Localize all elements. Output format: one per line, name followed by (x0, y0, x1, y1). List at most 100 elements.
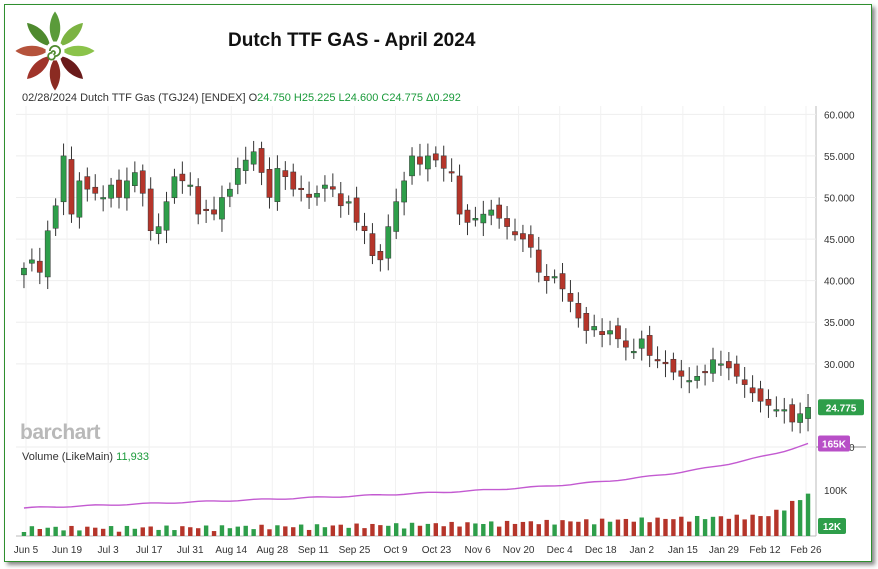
candle-body (543, 275, 550, 281)
volume-bar (346, 527, 351, 536)
x-tick-label: Jan 15 (668, 545, 698, 556)
volume-bar (298, 524, 304, 536)
quote-open: 24.750 (257, 92, 291, 104)
candle-body (527, 234, 534, 248)
volume-bar (592, 524, 597, 536)
volume-bar (504, 520, 510, 536)
candle-body (187, 184, 194, 187)
volume-bar (417, 525, 423, 536)
x-tick-label: Dec 4 (547, 545, 574, 556)
candle-body (504, 218, 510, 227)
candle-body (227, 188, 233, 197)
volume-bar (291, 527, 296, 536)
volume-panel-label: Volume (LikeMain) 11,933 (22, 451, 149, 463)
candle-body (496, 204, 503, 219)
candle-body (242, 159, 249, 171)
quote-change: Δ0.292 (426, 92, 461, 104)
candle-body (163, 201, 170, 231)
candle-body (670, 358, 677, 373)
candle-body (599, 331, 605, 335)
y-tick-label: 55.000 (824, 152, 855, 163)
candle-body (234, 168, 241, 185)
volume-bar (449, 521, 454, 536)
candle-body (68, 159, 75, 215)
x-tick-label: Jul 31 (177, 545, 204, 556)
x-tick-label: Sep 25 (339, 545, 371, 556)
volume-bar (69, 525, 74, 536)
volume-bar (425, 523, 431, 536)
candle-body (219, 197, 225, 220)
candle-body (60, 155, 67, 203)
volume-bar (180, 526, 185, 536)
candle-body (773, 409, 780, 412)
x-tick-label: Dec 18 (585, 545, 617, 556)
x-tick-label: Nov 6 (465, 545, 492, 556)
candle-body (638, 338, 645, 349)
volume-bar (409, 522, 415, 536)
candle-body (710, 359, 716, 374)
candle-body (369, 233, 376, 256)
volume-bar (512, 523, 518, 536)
x-tick-label: Feb 26 (790, 545, 822, 556)
volume-badge-label: 12K (823, 522, 842, 533)
candle-body (306, 193, 312, 198)
volume-bar (536, 524, 541, 536)
volume-bar (45, 527, 50, 536)
volume-bar (196, 528, 201, 536)
candle-body (76, 180, 83, 218)
candle-body (329, 186, 336, 190)
volume-bar (758, 516, 763, 536)
candle-body (100, 197, 107, 200)
quote-low: L24.600 (338, 92, 379, 104)
candle-body (393, 201, 400, 232)
candle-body (575, 303, 582, 319)
candle-body (361, 225, 368, 232)
volume-bar (164, 525, 169, 536)
candle-body (337, 193, 344, 207)
candle-body (551, 276, 558, 279)
x-tick-label: Feb 12 (749, 545, 781, 556)
candle-body (678, 370, 685, 377)
candle-body (797, 413, 803, 423)
candle-body (472, 218, 479, 221)
quote-high: H25.225 (293, 92, 336, 104)
volume-bar (235, 526, 240, 536)
volume-bar (85, 526, 90, 536)
x-tick-label: Nov 20 (503, 545, 535, 556)
volume-bar (465, 522, 470, 536)
volume-bar (639, 517, 644, 536)
volume-bar (710, 516, 716, 536)
volume-bar (93, 527, 98, 536)
volume-bar (211, 531, 217, 536)
volume-bar (362, 528, 367, 536)
volume-bar (37, 529, 42, 536)
volume-bar (584, 519, 589, 536)
volume-bar (560, 520, 565, 536)
candle-body (298, 187, 305, 190)
candle-body (615, 325, 621, 340)
candle-body (385, 226, 392, 259)
open-interest-line (23, 442, 809, 509)
candle-body (314, 193, 320, 198)
volume-bar (441, 526, 446, 536)
candle-body (425, 155, 431, 170)
candle-body (432, 153, 439, 161)
x-tick-label: Jun 19 (52, 545, 82, 556)
candle-body (725, 361, 732, 369)
candle-body (789, 404, 796, 423)
volume-bar (322, 527, 328, 536)
candle-body (456, 175, 463, 215)
candle-body (583, 313, 590, 331)
candle-body (535, 249, 542, 273)
volume-bar (694, 515, 700, 536)
candle-body (266, 169, 273, 198)
candle-body (749, 387, 756, 394)
volume-bar (433, 523, 438, 536)
candle-body (805, 407, 811, 419)
volume-bar (259, 524, 264, 536)
volume-bar (489, 521, 494, 536)
candle-body (765, 398, 772, 406)
y-tick-label: 35.000 (824, 318, 855, 329)
candle-body (520, 233, 526, 240)
